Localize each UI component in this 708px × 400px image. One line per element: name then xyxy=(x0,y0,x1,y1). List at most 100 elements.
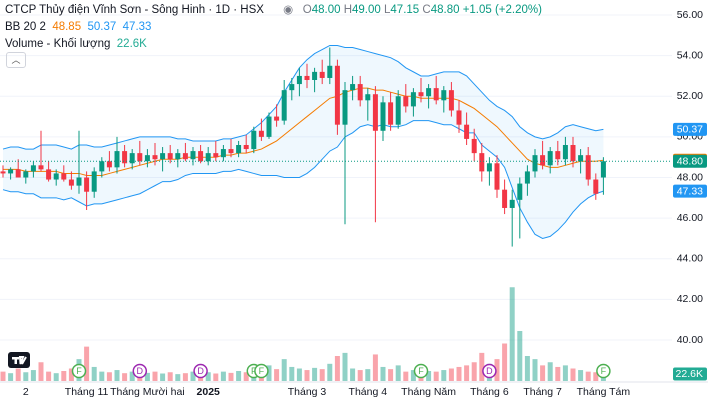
volume-bar xyxy=(494,359,500,381)
price-axis xyxy=(672,0,708,400)
volume-bar xyxy=(327,363,333,381)
ohlc-key: C xyxy=(422,4,431,16)
volume-bar xyxy=(23,372,29,381)
volume-bar xyxy=(509,287,515,381)
volume-bar xyxy=(578,370,584,381)
event-label: F xyxy=(251,366,257,376)
volume-bar xyxy=(84,346,90,381)
candle-body xyxy=(46,169,52,180)
volume-bar xyxy=(38,362,44,381)
volume-bar xyxy=(357,370,363,381)
price-badge xyxy=(673,122,707,136)
eye-icon[interactable]: ◉ xyxy=(283,4,294,16)
candle-body xyxy=(281,90,287,121)
candle-body xyxy=(312,71,318,80)
volume-bar xyxy=(471,362,477,381)
volume-bar xyxy=(319,369,325,381)
y-tick-label: 54.00 xyxy=(677,49,703,61)
candle-body xyxy=(395,96,401,125)
candle-body xyxy=(524,171,530,184)
volume-bar xyxy=(570,368,576,381)
price-badge xyxy=(673,184,707,198)
event-label: F xyxy=(76,366,82,376)
indicator-name: BB 20 2 xyxy=(5,21,46,33)
candle-body xyxy=(517,183,523,200)
collapse-button[interactable]: ︿ xyxy=(6,52,26,68)
volume-bar xyxy=(91,366,97,381)
event-marker xyxy=(596,363,611,379)
price-badge xyxy=(673,154,707,168)
candle-body xyxy=(426,88,432,97)
event-label: F xyxy=(259,366,265,376)
volume-bar xyxy=(281,359,287,381)
volume-bar xyxy=(205,372,211,381)
candle-body xyxy=(547,151,553,166)
x-tick-label: 2025 xyxy=(197,386,221,398)
candle-body xyxy=(357,84,363,101)
ohlc-value: 47.15 xyxy=(390,4,420,16)
candle-body xyxy=(205,153,211,162)
candle-body xyxy=(61,173,67,180)
volume-bar xyxy=(441,370,447,381)
volume-bar xyxy=(160,373,166,381)
change: +1.05 (+2.20%) xyxy=(462,4,542,16)
candle-body xyxy=(182,153,188,160)
volume-bar xyxy=(388,369,394,381)
volume-bar xyxy=(426,371,432,381)
volume-bar xyxy=(555,366,561,381)
volume-bar xyxy=(410,370,416,381)
candle-body xyxy=(418,92,424,97)
candle-body xyxy=(578,155,584,162)
volume-bar xyxy=(334,356,340,381)
volume-bar xyxy=(342,352,348,381)
candle-body xyxy=(99,161,105,172)
event-marker xyxy=(254,363,269,379)
candle-body xyxy=(502,189,508,208)
volume-badge xyxy=(673,367,707,381)
symbol-title: CTCP Thủy điện Vĩnh Sơn - Sông Hinh · 1D… xyxy=(5,4,264,16)
volume-bar xyxy=(304,370,310,381)
x-tick-label: Tháng 6 xyxy=(470,386,509,398)
candle-body xyxy=(433,88,439,101)
volume-bar xyxy=(213,373,219,381)
volume-bar xyxy=(68,368,74,381)
event-label: D xyxy=(197,366,204,376)
candle-body xyxy=(593,179,599,194)
volume-bar xyxy=(46,371,52,381)
y-tick-label: 42.00 xyxy=(677,293,703,305)
event-marker xyxy=(482,363,497,379)
candle-body xyxy=(84,177,90,192)
volume-bar xyxy=(289,366,295,381)
event-label: D xyxy=(486,366,493,376)
x-tick-label: Tháng 4 xyxy=(349,386,388,398)
volume-bar xyxy=(30,370,36,381)
axes: 40.0042.0044.0046.0048.0050.0052.0054.00… xyxy=(0,9,708,398)
candle-body xyxy=(30,165,36,172)
event-marker xyxy=(413,363,429,379)
ohlc-value: 49.00 xyxy=(352,4,381,16)
candle-body xyxy=(213,153,219,158)
candle-body xyxy=(570,145,576,162)
candle-body xyxy=(15,169,21,178)
candle-body xyxy=(380,102,386,131)
volume-bar xyxy=(144,372,150,381)
event-marker xyxy=(193,363,208,379)
candle-body xyxy=(220,149,226,158)
bb-middle: 48.85 xyxy=(52,21,82,33)
volume-bar xyxy=(456,366,462,381)
candle-body xyxy=(114,151,120,168)
event-marker xyxy=(71,363,87,379)
volume-bar xyxy=(228,372,234,381)
bb-line xyxy=(2,44,604,150)
candle-body xyxy=(456,110,462,125)
volume-bar xyxy=(365,369,371,381)
volume-bar xyxy=(464,365,470,381)
volume-bar xyxy=(479,352,485,381)
event-label: F xyxy=(601,366,607,376)
candle-body xyxy=(137,153,143,162)
volume-bar xyxy=(517,331,523,381)
candle-body xyxy=(334,65,340,125)
candle-body xyxy=(494,163,500,190)
price-badge-label: 47.33 xyxy=(677,185,703,197)
